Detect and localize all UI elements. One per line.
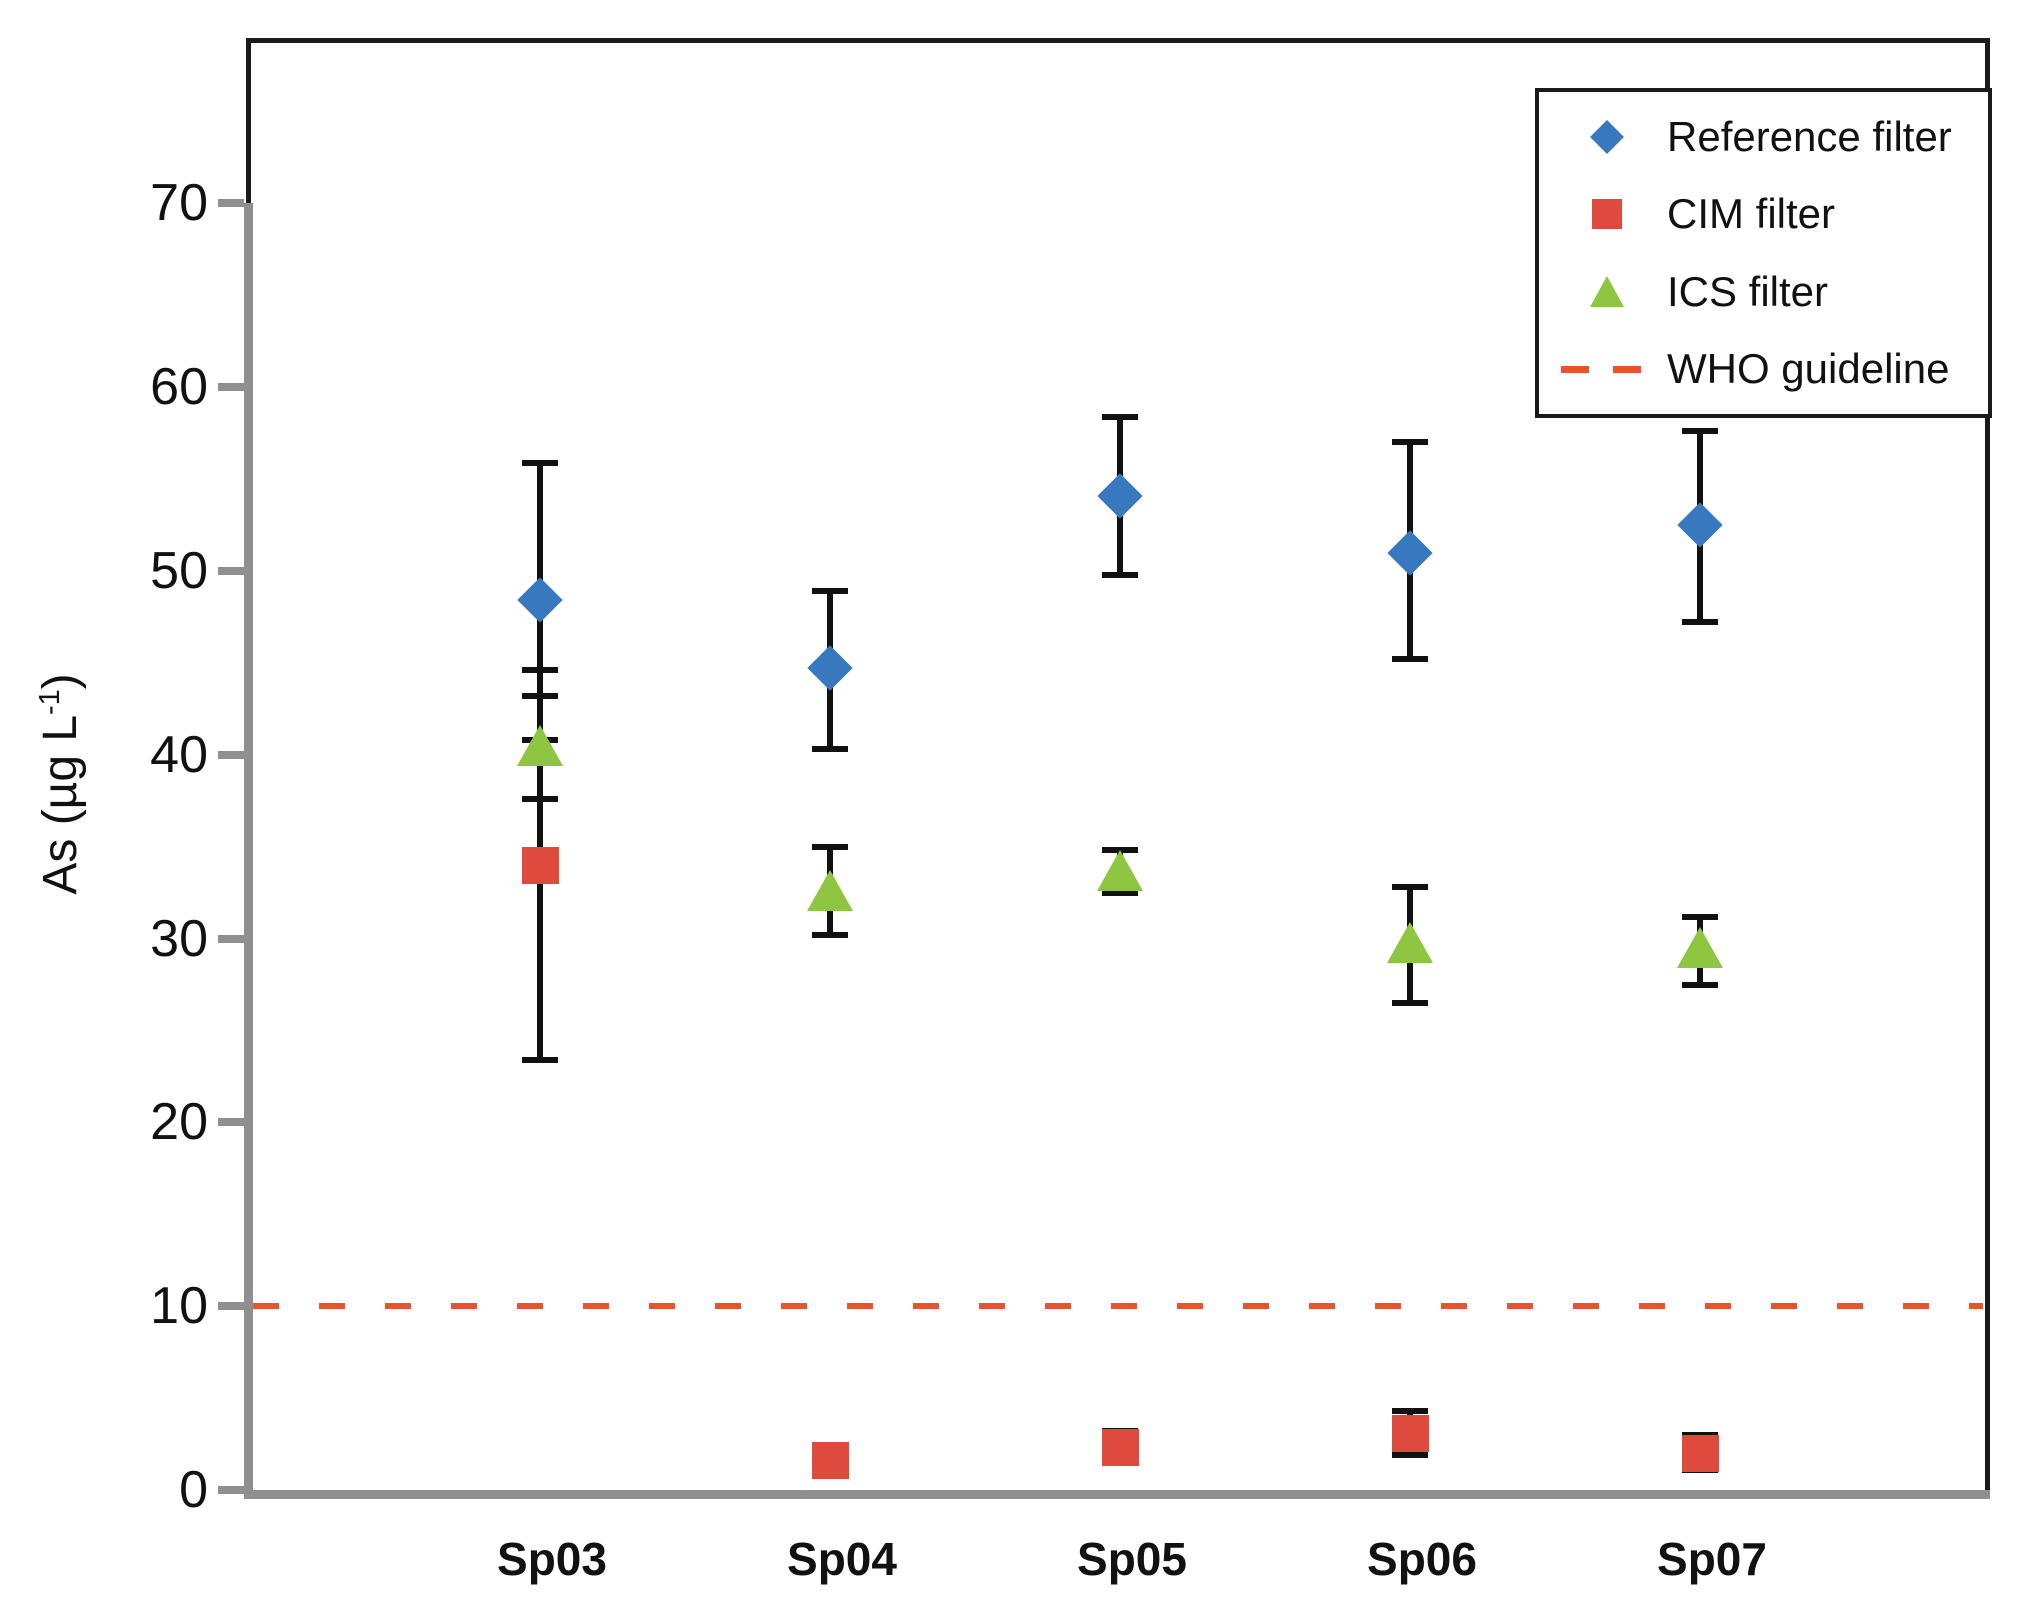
x-category-label: Sp07 bbox=[1657, 1533, 1767, 1585]
marker-cim-Sp06 bbox=[1391, 1414, 1429, 1452]
error-bar-cap-top bbox=[522, 459, 558, 466]
error-bar-cap-bottom bbox=[812, 746, 848, 753]
marker-cim-Sp07 bbox=[1681, 1434, 1719, 1472]
error-bar-cap-bottom bbox=[1102, 889, 1138, 896]
y-tick bbox=[218, 934, 244, 943]
marker-ics-Sp03 bbox=[517, 724, 563, 766]
y-tick-label: 50 bbox=[150, 542, 208, 600]
legend-marker-ics-icon bbox=[1561, 276, 1653, 308]
marker-reference-Sp05 bbox=[1097, 473, 1143, 519]
x-axis-line bbox=[244, 1490, 1990, 1499]
marker-cim-Sp05 bbox=[1101, 1429, 1139, 1467]
y-tick bbox=[218, 750, 244, 759]
error-bar-cap-bottom bbox=[1392, 656, 1428, 663]
y-tick bbox=[218, 567, 244, 575]
marker-ics-Sp05 bbox=[1097, 849, 1143, 891]
error-bar-cap-bottom bbox=[1682, 981, 1718, 988]
y-tick-label: 20 bbox=[150, 1093, 208, 1152]
error-bar-cap-top bbox=[1392, 1407, 1428, 1414]
marker-reference-Sp03 bbox=[517, 577, 563, 624]
legend-item-ics: ICS filter bbox=[1561, 268, 1988, 316]
legend-marker-who-guideline-icon bbox=[1561, 365, 1653, 373]
plot-border-top bbox=[246, 38, 1990, 43]
legend-item-reference: Reference filter bbox=[1561, 113, 1988, 161]
plot-border-right bbox=[1985, 38, 1990, 1499]
legend-item-who-guideline: WHO guideline bbox=[1561, 345, 1988, 393]
marker-reference-Sp07 bbox=[1677, 502, 1723, 548]
error-bar-cap-top bbox=[1102, 413, 1138, 420]
legend-marker-cim-icon bbox=[1561, 199, 1653, 230]
y-tick-label: 70 bbox=[150, 174, 208, 233]
y-axis-line-upper bbox=[246, 38, 251, 204]
marker-cim-Sp03 bbox=[521, 846, 559, 884]
error-bar-cap-bottom bbox=[812, 931, 848, 938]
y-tick bbox=[218, 383, 244, 392]
y-tick-label: 0 bbox=[179, 1461, 208, 1519]
marker-cim-Sp04 bbox=[811, 1442, 849, 1480]
x-category-label: Sp03 bbox=[497, 1533, 607, 1585]
error-bar-cap-bottom bbox=[1102, 571, 1138, 578]
legend-label-cim: CIM filter bbox=[1667, 190, 1835, 238]
error-bar-cap-bottom bbox=[1682, 619, 1718, 626]
legend-item-cim: CIM filter bbox=[1561, 190, 1988, 238]
legend: Reference filter CIM filter ICS filter WHO … bbox=[1535, 88, 1992, 418]
error-bar-cap-bottom bbox=[1392, 999, 1428, 1006]
error-bar-cap-top bbox=[1392, 439, 1428, 446]
y-tick-label: 30 bbox=[150, 909, 208, 968]
marker-reference-Sp04 bbox=[807, 645, 853, 692]
x-category-label: Sp04 bbox=[787, 1533, 897, 1585]
who-guideline-line bbox=[253, 1303, 1983, 1310]
y-tick bbox=[218, 1302, 244, 1311]
error-bar-cap-top bbox=[812, 843, 848, 850]
error-bar-cap-top bbox=[1392, 884, 1428, 891]
legend-marker-reference-icon bbox=[1561, 119, 1653, 154]
y-tick bbox=[218, 199, 244, 208]
x-category-label: Sp05 bbox=[1077, 1533, 1187, 1585]
marker-ics-Sp06 bbox=[1387, 921, 1433, 963]
error-bar-cap-bottom bbox=[522, 795, 558, 802]
legend-label-reference: Reference filter bbox=[1667, 112, 1952, 160]
marker-reference-Sp06 bbox=[1387, 529, 1433, 576]
y-tick-label: 40 bbox=[150, 725, 208, 784]
y-tick bbox=[218, 1486, 244, 1494]
y-axis-title-suffix: ) bbox=[34, 673, 87, 690]
error-bar-cap-top bbox=[812, 588, 848, 595]
x-category-label: Sp06 bbox=[1367, 1533, 1477, 1585]
error-bar-cap-top bbox=[1682, 913, 1718, 920]
marker-ics-Sp07 bbox=[1677, 927, 1723, 969]
error-bar-cap-top bbox=[522, 692, 558, 699]
y-tick-label: 10 bbox=[150, 1277, 208, 1336]
legend-label-ics: ICS filter bbox=[1667, 267, 1829, 315]
y-tick bbox=[218, 1118, 244, 1127]
marker-ics-Sp04 bbox=[807, 870, 853, 912]
error-bar-cap-bottom bbox=[522, 1056, 558, 1063]
error-bar-cap-top bbox=[522, 667, 558, 674]
legend-label-who-guideline: WHO guideline bbox=[1667, 345, 1950, 393]
error-bar-cap-top bbox=[1682, 428, 1718, 435]
y-axis-title-sup: -1 bbox=[34, 689, 66, 715]
y-axis-line bbox=[244, 203, 253, 1499]
y-tick-label: 60 bbox=[150, 358, 208, 417]
error-bar-cap-bottom bbox=[1392, 1452, 1428, 1459]
